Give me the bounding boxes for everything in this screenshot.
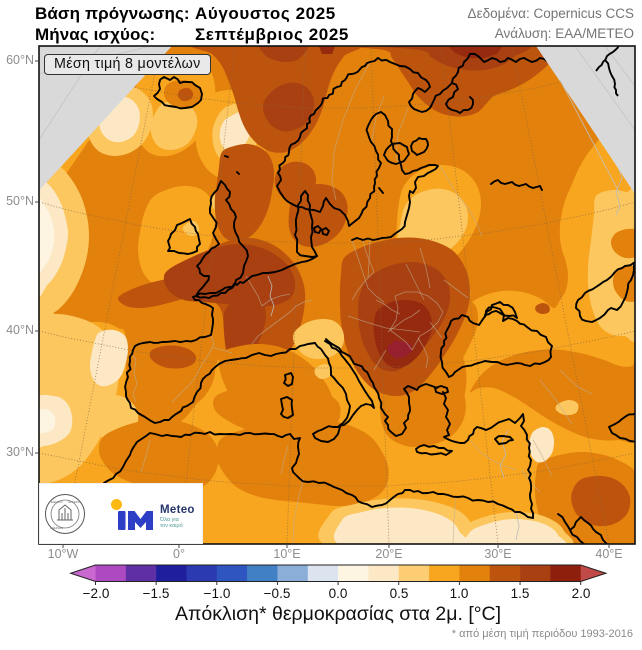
svg-text:ΕΘΝΙΚΟ: ΕΘΝΙΚΟ — [51, 500, 63, 504]
svg-text:ΑΘΗΝΩΝ: ΑΘΗΝΩΝ — [50, 526, 63, 530]
svg-text:ΑΣΤΕΡΟ.: ΑΣΤΕΡΟ. — [68, 500, 81, 504]
